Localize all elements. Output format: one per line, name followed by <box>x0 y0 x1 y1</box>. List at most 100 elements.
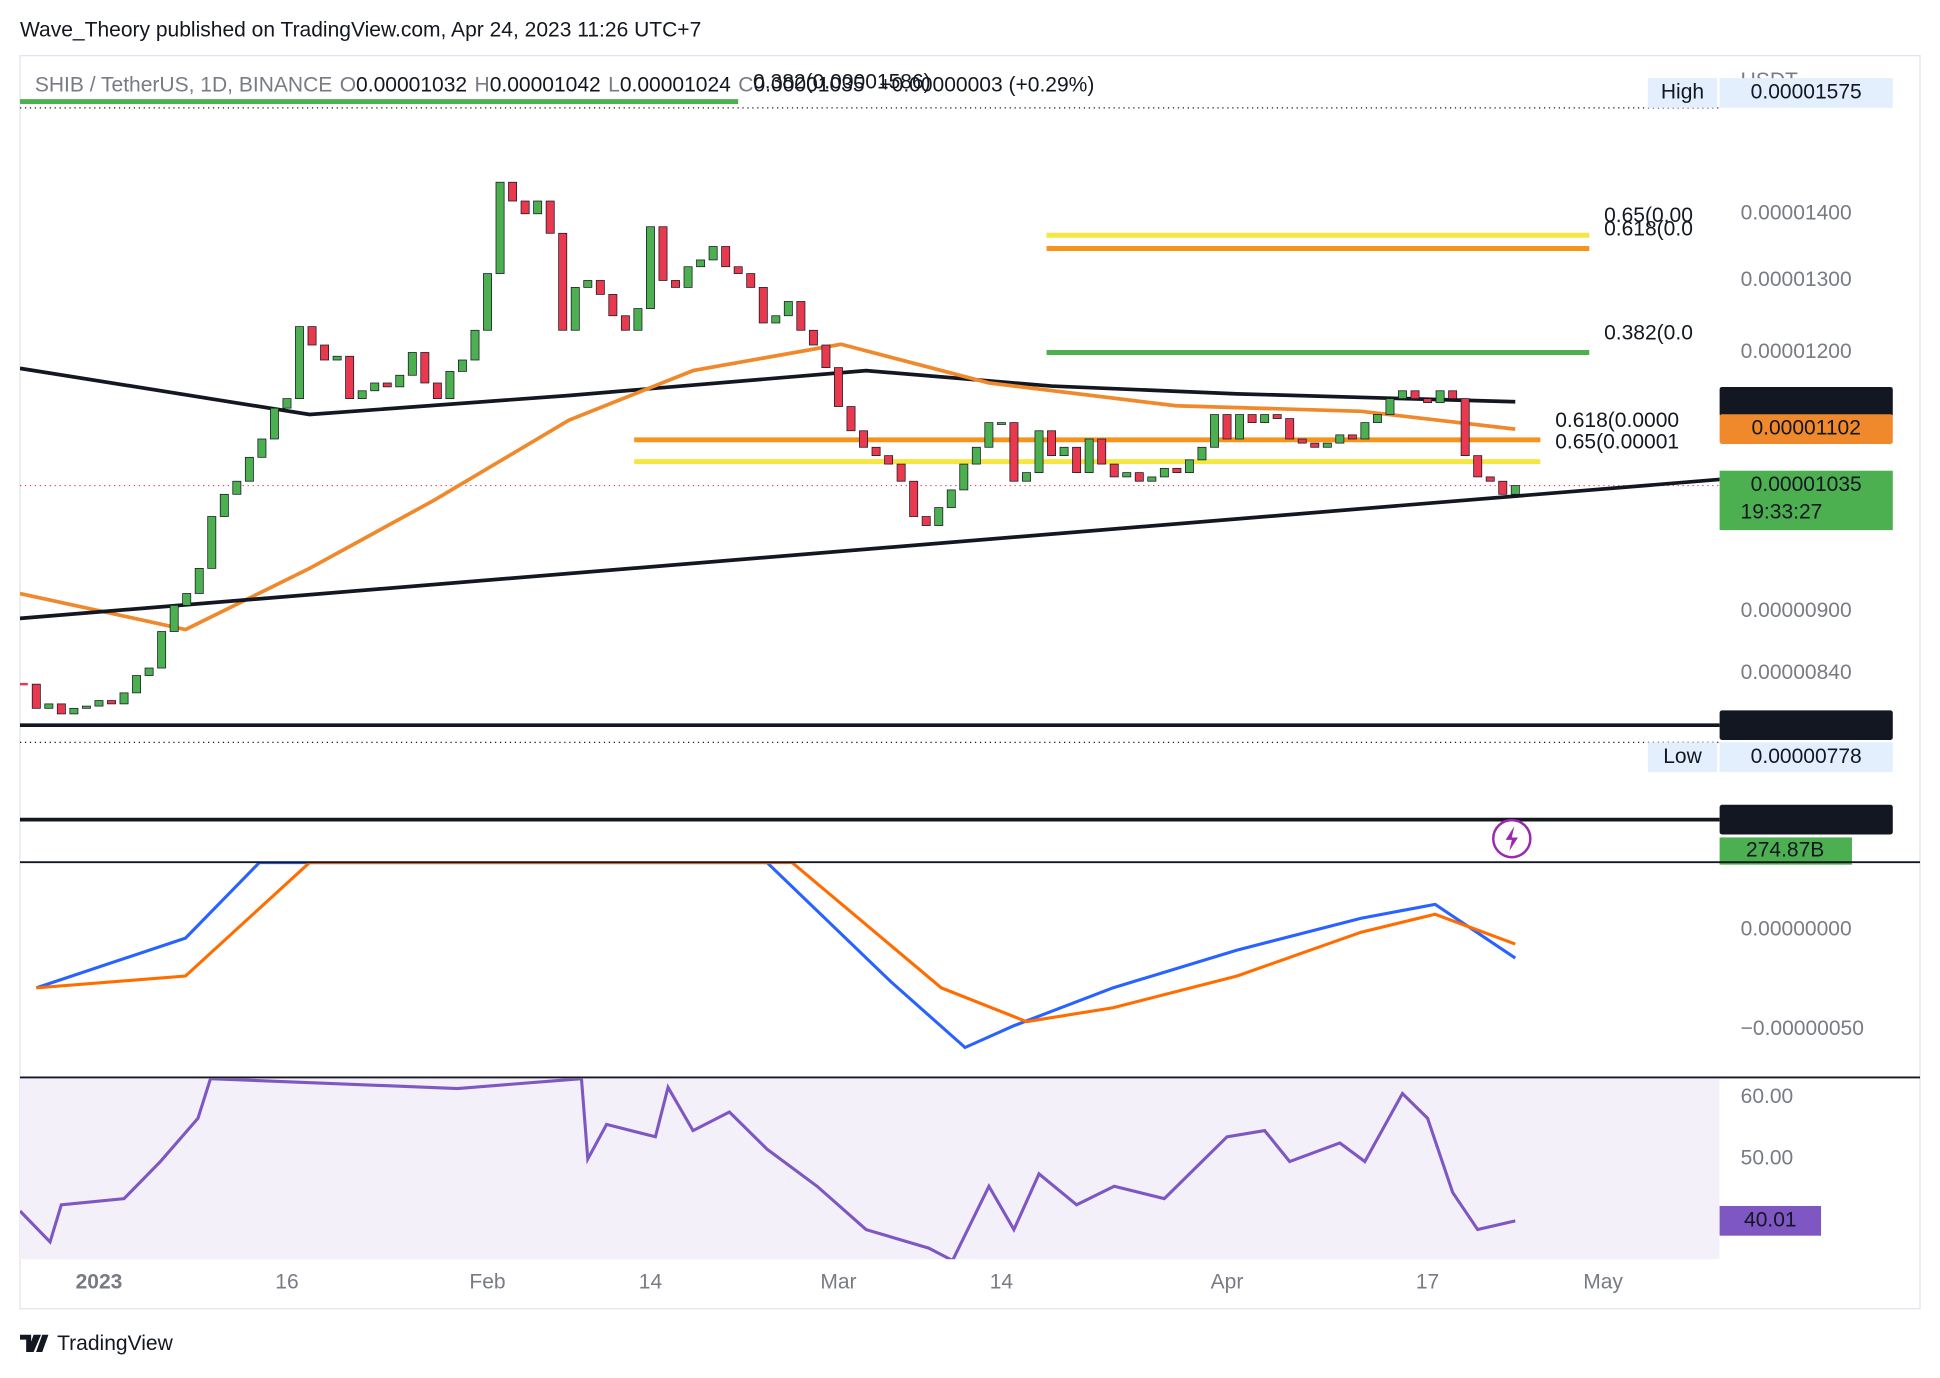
x-tick-label: Apr <box>1211 1270 1244 1293</box>
candle <box>533 200 543 215</box>
candle <box>859 430 868 448</box>
candle <box>1335 434 1345 444</box>
candle <box>1009 422 1019 482</box>
chart-frame <box>19 55 1921 1310</box>
candle <box>1034 430 1044 473</box>
candle <box>871 446 881 457</box>
candle <box>345 355 355 400</box>
high-value: 0.00001575 <box>1751 81 1862 104</box>
candle <box>1322 442 1332 448</box>
candle <box>1134 472 1144 482</box>
candle <box>320 344 330 361</box>
level-tag-bg <box>1719 710 1893 741</box>
candle <box>545 200 555 234</box>
candle <box>432 382 442 400</box>
candle <box>595 280 605 295</box>
candle <box>495 181 505 274</box>
ohlc-label: O <box>340 73 356 96</box>
candle <box>56 703 66 715</box>
level-tag-bg <box>1719 804 1893 835</box>
candle <box>69 707 79 715</box>
candle <box>1022 472 1031 482</box>
fib-label: 0.618(0.0000 <box>1555 409 1679 432</box>
candle <box>1435 390 1445 403</box>
candle <box>959 463 969 491</box>
candle <box>44 703 54 709</box>
candle <box>1197 446 1207 461</box>
candle <box>1285 418 1295 440</box>
candle <box>696 259 706 268</box>
candle <box>483 273 492 331</box>
candle <box>821 344 831 368</box>
y-tick-label: 0.00000900 <box>1741 599 1852 622</box>
candle <box>1347 434 1357 440</box>
candle <box>1260 414 1270 423</box>
alert-icon-bolt <box>1505 826 1518 852</box>
candle <box>1184 459 1194 473</box>
candle <box>721 246 731 268</box>
candle <box>996 422 1006 425</box>
candle <box>169 604 179 632</box>
candle <box>984 422 994 448</box>
candle <box>207 516 217 569</box>
candle <box>244 456 254 482</box>
candle <box>357 390 367 400</box>
candle <box>1297 438 1307 444</box>
candle <box>558 232 568 331</box>
series-line <box>19 1078 1516 1260</box>
candle <box>1372 414 1382 423</box>
candle <box>157 631 167 669</box>
candle <box>219 493 229 517</box>
candle <box>646 226 655 309</box>
volume-tag-bg <box>1719 837 1852 865</box>
candle <box>395 374 405 388</box>
candle <box>1398 390 1407 400</box>
ohlc-value: 0.00001042 <box>490 73 601 96</box>
candle <box>520 200 530 215</box>
candle <box>1410 390 1420 400</box>
candle <box>608 294 618 317</box>
candle <box>382 382 392 388</box>
low-label-bg <box>1647 742 1718 773</box>
x-tick-label: 14 <box>639 1270 663 1293</box>
candle <box>1222 414 1232 440</box>
candle <box>633 308 643 331</box>
candle <box>1097 438 1107 465</box>
candle <box>1423 398 1433 403</box>
candle <box>884 455 894 465</box>
low-label: Low <box>1663 745 1702 768</box>
candle <box>683 266 693 288</box>
candle <box>783 301 793 317</box>
candle <box>107 700 116 705</box>
x-tick-label: 2023 <box>76 1270 123 1293</box>
ohlc-value: 0.00001024 <box>620 73 731 96</box>
candle <box>934 507 944 526</box>
price-pane: 0.382(0.00001586) 0.65(0.000.618(0.0 0.382… <box>19 71 1720 822</box>
y-tick-label: 0.00001200 <box>1741 340 1852 363</box>
candle <box>1272 414 1282 419</box>
candle <box>1172 467 1182 473</box>
fib-label: 0.65(0.00001 <box>1555 431 1679 454</box>
candle <box>19 682 28 686</box>
level-tag: 0.00000793 <box>1751 713 1862 736</box>
y-tick-label: 0.00000840 <box>1741 661 1852 684</box>
candle <box>583 280 593 288</box>
y-tick-label: 50.00 <box>1741 1147 1794 1170</box>
ohlc-label: H <box>475 73 490 96</box>
volume-tag: 274.87B <box>1746 839 1824 862</box>
candle <box>94 700 104 707</box>
last-price-tag: 0.00001035 <box>1751 473 1862 496</box>
candle <box>658 226 668 281</box>
candle <box>909 480 919 517</box>
brand: TradingView <box>57 1332 173 1355</box>
candle <box>307 326 317 346</box>
low-value-bg <box>1719 742 1893 773</box>
candle <box>508 181 518 202</box>
series-line <box>36 862 1516 1024</box>
y-tick-label: 0.00001400 <box>1741 201 1852 224</box>
candle <box>295 326 304 400</box>
candle <box>144 667 154 676</box>
candle <box>458 359 467 372</box>
ohlc-label: C <box>738 73 753 96</box>
